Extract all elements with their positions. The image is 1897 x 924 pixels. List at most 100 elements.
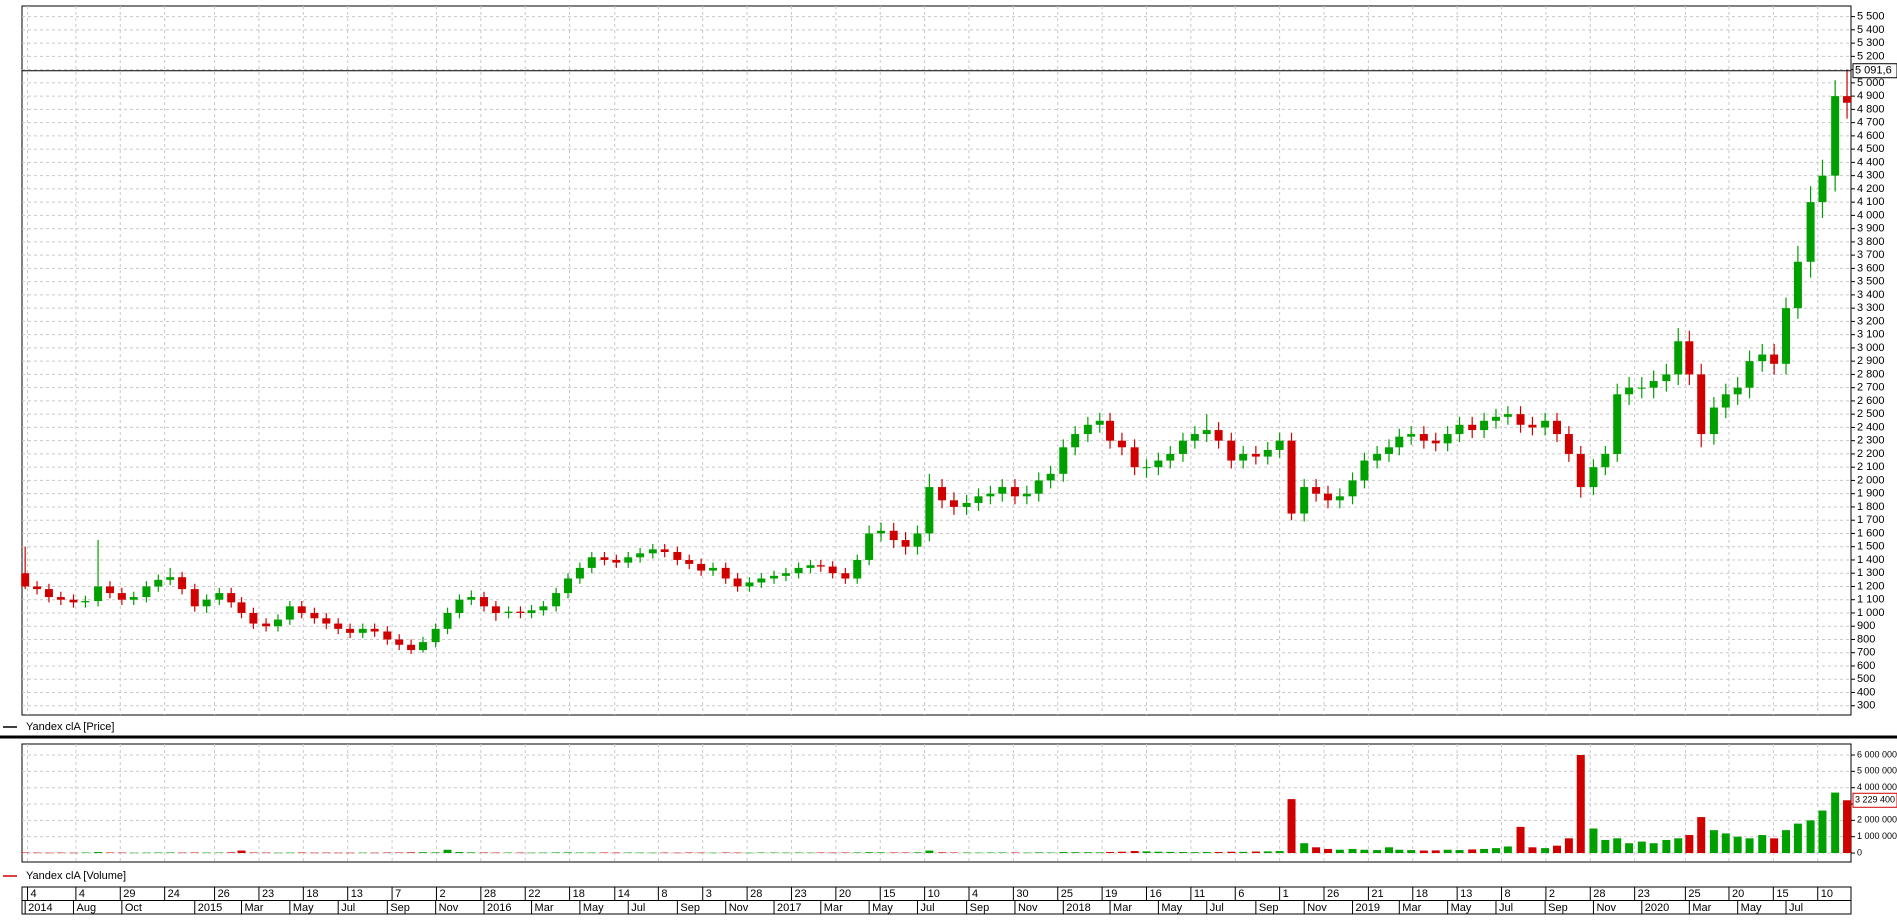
volume-bar <box>285 852 294 854</box>
candle-body <box>44 589 53 598</box>
y-tick-label: 5 400 <box>1857 24 1885 36</box>
candle-body <box>1674 341 1683 375</box>
x-period-label: Mar <box>1692 902 1711 914</box>
candle-body <box>262 623 271 627</box>
volume-bar <box>648 852 657 854</box>
candle-body <box>1046 473 1055 481</box>
candle-body <box>1106 420 1115 441</box>
volume-bar <box>660 852 669 854</box>
volume-bar <box>938 852 947 854</box>
candle-body <box>202 599 211 607</box>
y-tick-label: 5 200 <box>1857 50 1885 62</box>
volume-bar <box>1106 852 1115 854</box>
candle-body <box>310 612 319 619</box>
x-tick-label: 23 <box>794 888 806 900</box>
candle-body <box>249 612 258 624</box>
candle-body <box>587 557 596 568</box>
volume-bar <box>383 852 392 854</box>
candle-body <box>527 610 536 613</box>
candle-body <box>648 549 657 554</box>
y-tick-label: 800 <box>1857 633 1875 645</box>
volume-bar <box>1022 852 1031 854</box>
volume-bar <box>709 852 718 854</box>
candle-body <box>322 618 331 624</box>
volume-bar <box>190 852 199 854</box>
x-period-label: Mar <box>535 902 554 914</box>
x-period-label: Sep <box>970 902 990 914</box>
candle-body <box>1022 493 1031 497</box>
volume-bar <box>1095 852 1104 854</box>
candle-body <box>1552 420 1561 435</box>
candle-body <box>564 578 573 594</box>
price-panel <box>21 5 1852 716</box>
candle-body <box>1263 449 1272 457</box>
y-tick-label: 4 200 <box>1857 183 1885 195</box>
candle-body <box>636 553 645 558</box>
volume-bar <box>1443 849 1452 854</box>
volume-bar <box>853 852 862 854</box>
candle-body <box>297 606 306 613</box>
volume-bar <box>1130 851 1139 854</box>
candle-body <box>721 567 730 579</box>
x-tick-label: 10 <box>928 888 940 900</box>
x-period-label: Jul <box>631 902 645 914</box>
volume-bar <box>237 850 246 854</box>
candle-body <box>828 566 837 574</box>
candle-body <box>334 623 343 629</box>
volume-bar <box>685 852 694 854</box>
x-period-label: 2018 <box>1066 902 1090 914</box>
y-tick-label: 6 000 000 <box>1857 749 1897 759</box>
x-period-label: Aug <box>77 902 97 914</box>
candle-body <box>865 533 874 560</box>
volume-bar <box>925 850 934 854</box>
y-tick-label: 4 000 000 <box>1857 782 1897 792</box>
volume-bar <box>1419 850 1428 854</box>
volume-bar <box>1348 848 1357 854</box>
x-period-label: May <box>583 902 604 914</box>
candle-body <box>889 530 898 541</box>
y-tick-label: 4 900 <box>1857 90 1885 102</box>
volume-bar <box>1601 839 1610 854</box>
candle-body <box>1843 96 1852 103</box>
volume-bar <box>1263 851 1272 854</box>
volume-bar <box>1178 852 1187 854</box>
candle-body <box>1685 341 1694 375</box>
volume-bar <box>1576 755 1585 854</box>
candle-body <box>1010 487 1019 497</box>
y-tick-label: 4 300 <box>1857 170 1885 182</box>
volume-bar <box>901 852 910 854</box>
volume-bar <box>1384 847 1393 854</box>
volume-bar <box>1202 852 1211 854</box>
volume-bar <box>431 852 440 854</box>
volume-bar <box>1709 830 1718 854</box>
x-period-label: May <box>1451 902 1472 914</box>
volume-bar <box>81 852 90 854</box>
volume-bar <box>1468 849 1477 854</box>
y-tick-label: 1 600 <box>1857 527 1885 539</box>
x-tick-label: 15 <box>883 888 895 900</box>
y-tick-label: 1 800 <box>1857 501 1885 513</box>
volume-bar <box>1407 850 1416 854</box>
candle-body <box>1130 447 1139 468</box>
candle-body <box>443 612 452 629</box>
candle-body <box>1782 308 1791 364</box>
volume-bar <box>841 852 850 854</box>
y-tick-label: 3 000 <box>1857 342 1885 354</box>
x-period-label: Jul <box>1499 902 1513 914</box>
volume-bar <box>733 852 742 854</box>
volume-bar <box>142 852 151 854</box>
candle-body <box>142 586 151 598</box>
y-tick-label: 600 <box>1857 660 1875 672</box>
candle-body <box>166 577 175 580</box>
candle-body <box>794 567 803 574</box>
candle-body <box>1117 440 1126 448</box>
candle-body <box>1793 261 1802 309</box>
volume-bar <box>166 852 175 854</box>
x-period-label: Nov <box>439 902 459 914</box>
y-tick-label: 2 300 <box>1857 435 1885 447</box>
reference-label: 3 229 400 <box>1855 795 1895 805</box>
candle-body <box>383 631 392 640</box>
x-tick-label: 26 <box>1327 888 1339 900</box>
x-tick-label: 21 <box>1371 888 1383 900</box>
